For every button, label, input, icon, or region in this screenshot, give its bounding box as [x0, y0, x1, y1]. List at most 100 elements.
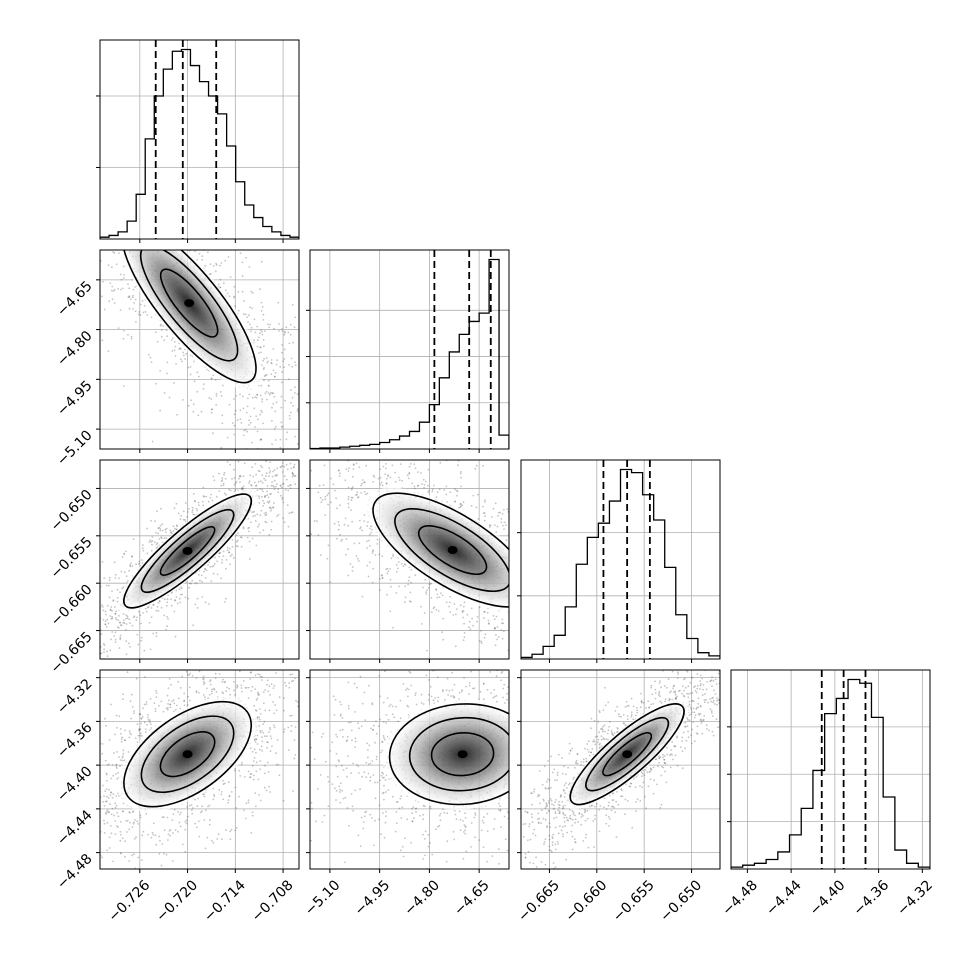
scatter-point — [149, 698, 152, 700]
scatter-point — [119, 591, 121, 594]
scatter-point — [484, 515, 486, 517]
scatter-point — [46, 852, 48, 854]
scatter-point — [254, 463, 257, 465]
scatter-point — [166, 816, 169, 819]
scatter-point — [132, 822, 135, 825]
scatter-point — [207, 251, 209, 254]
scatter-point — [238, 477, 240, 480]
scatter-point — [331, 552, 333, 554]
scatter-point — [248, 558, 251, 560]
scatter-point — [212, 374, 215, 377]
scatter-point — [241, 290, 244, 293]
scatter-point — [113, 752, 115, 754]
scatter-point — [307, 464, 309, 466]
scatter-point — [357, 427, 359, 429]
scatter-point — [243, 429, 246, 432]
scatter-point — [314, 422, 316, 424]
scatter-point — [424, 578, 427, 581]
scatter-point — [145, 207, 147, 209]
scatter-point — [264, 662, 266, 664]
scatter-point — [110, 266, 113, 269]
scatter-point — [88, 230, 90, 232]
scatter-point — [138, 728, 141, 731]
scatter-point — [256, 513, 259, 516]
scatter-point — [304, 712, 306, 714]
scatter-point — [122, 337, 125, 340]
scatter-point — [337, 428, 339, 430]
scatter-point — [390, 557, 393, 560]
scatter-point — [292, 466, 295, 469]
scatter-point — [73, 663, 75, 665]
scatter-point — [379, 589, 381, 591]
scatter-point — [106, 821, 109, 824]
scatter-point — [232, 680, 235, 683]
scatter-point — [174, 197, 176, 199]
histogram-step — [310, 258, 509, 449]
scatter-point — [271, 475, 274, 478]
scatter-point — [247, 686, 250, 689]
scatter-point — [420, 605, 422, 608]
scatter-point — [286, 431, 288, 434]
scatter-point — [287, 456, 289, 458]
scatter-point — [214, 270, 217, 273]
scatter-point — [312, 468, 314, 470]
scatter-point — [122, 191, 124, 193]
scatter-point — [195, 507, 198, 510]
scatter-point — [272, 451, 274, 453]
scatter-point — [133, 821, 135, 824]
scatter-point — [256, 393, 259, 396]
scatter-point — [233, 295, 236, 298]
scatter-point — [245, 429, 247, 431]
scatter-point — [148, 719, 151, 722]
scatter-point — [116, 767, 118, 769]
scatter-point — [266, 761, 269, 764]
scatter-point — [191, 509, 194, 512]
scatter-point — [75, 621, 77, 623]
scatter-point — [257, 778, 260, 781]
scatter-point — [132, 288, 135, 291]
scatter-point — [97, 249, 99, 251]
scatter-point — [242, 526, 245, 528]
scatter-point — [56, 188, 58, 190]
scatter-point — [153, 702, 156, 704]
scatter-point — [530, 545, 532, 547]
scatter-point — [221, 559, 224, 561]
scatter-point — [108, 247, 110, 249]
scatter-point — [283, 728, 286, 731]
scatter-point — [289, 437, 291, 439]
scatter-point — [151, 231, 153, 233]
scatter-point — [259, 514, 262, 517]
scatter-point — [294, 316, 297, 319]
scatter-point — [533, 538, 535, 540]
scatter-point — [233, 424, 236, 427]
scatter-point — [222, 692, 225, 695]
scatter-point — [404, 585, 407, 587]
scatter-point — [182, 518, 185, 521]
scatter-point — [51, 926, 53, 928]
scatter-point — [259, 394, 262, 397]
scatter-point — [263, 345, 265, 348]
scatter-point — [318, 462, 320, 464]
scatter-point — [573, 613, 575, 615]
scatter-point — [357, 496, 360, 498]
scatter-point — [168, 829, 171, 832]
scatter-point — [270, 493, 272, 495]
scatter-point — [131, 706, 134, 708]
scatter-point — [96, 609, 98, 611]
scatter-point — [301, 683, 303, 685]
scatter-point — [297, 705, 299, 708]
scatter-point — [291, 304, 294, 306]
scatter-point — [293, 326, 296, 329]
scatter-point — [101, 561, 104, 563]
scatter-point — [148, 622, 151, 624]
scatter-point — [150, 723, 152, 725]
scatter-point — [252, 456, 254, 458]
scatter-point — [222, 678, 225, 681]
scatter-point — [567, 586, 569, 588]
scatter-point — [81, 848, 83, 850]
scatter-point — [96, 195, 98, 197]
scatter-point — [207, 500, 210, 503]
scatter-point — [477, 456, 479, 458]
scatter-point — [269, 649, 271, 651]
scatter-point — [65, 688, 67, 690]
